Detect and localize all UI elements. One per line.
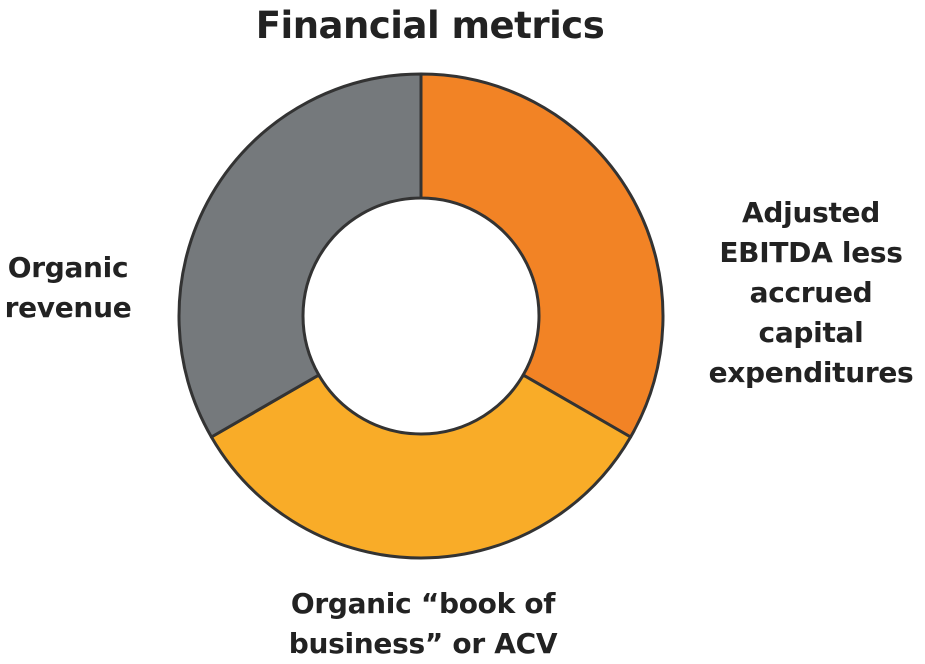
slice-label-adjusted-ebitda: Adjusted EBITDA less accrued capital exp… [700, 193, 922, 393]
slice-organic-book-of-business [209, 373, 633, 560]
slice-label-organic-book-of-business: Organic “book of business” or ACV [262, 584, 584, 664]
slice-label-organic-revenue: Organic revenue [0, 248, 136, 328]
slice-label-line: business” or ACV [288, 627, 558, 660]
slice-organic-revenue [177, 72, 423, 439]
slice-label-line: accrued [749, 276, 873, 309]
slice-label-line: Organic “book of [290, 587, 556, 620]
slice-label-line: expenditures [708, 356, 914, 389]
slice-label-line: EBITDA less [719, 236, 903, 269]
chart-title: Financial metrics [255, 4, 605, 47]
slice-label-line: capital [758, 316, 864, 349]
slice-label-line: Adjusted [742, 196, 880, 229]
slice-label-line: Organic [7, 251, 129, 284]
slice-label-line: revenue [4, 291, 132, 324]
slice-adjusted-ebitda [419, 72, 665, 439]
